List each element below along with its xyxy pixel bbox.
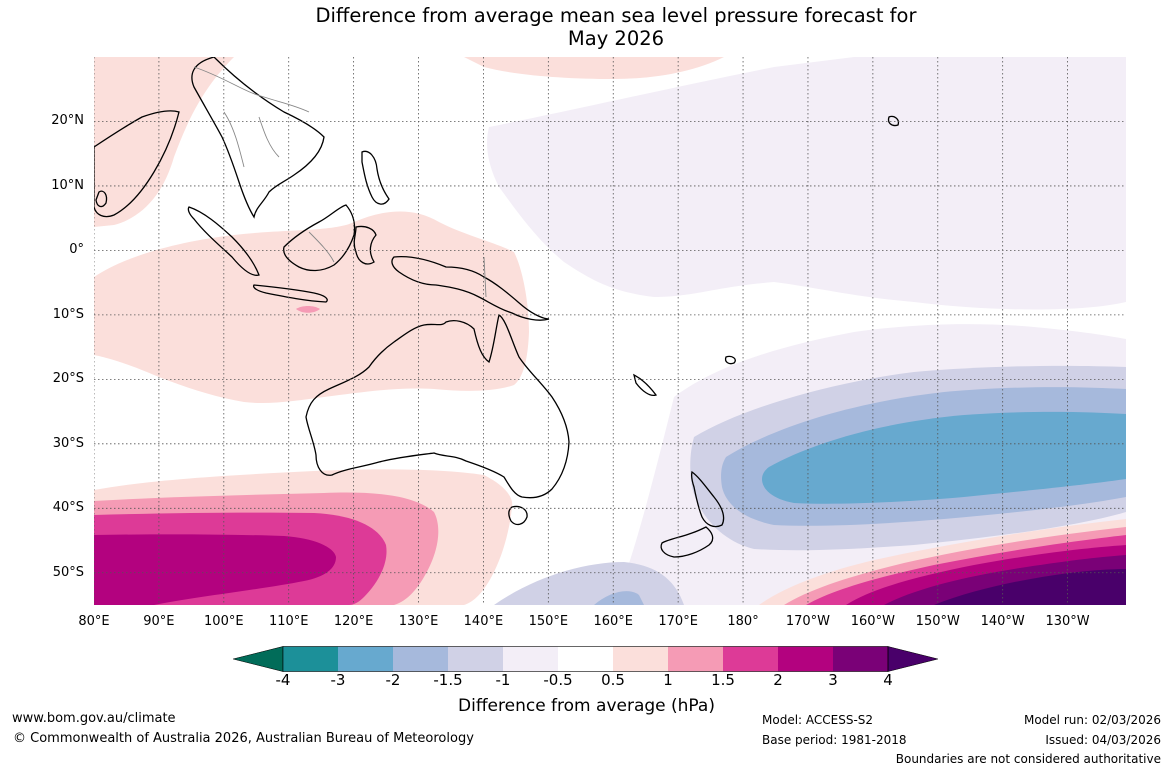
- longitude-label: 160°W: [850, 614, 895, 629]
- longitude-label: 130°E: [398, 614, 439, 629]
- colorbar-extend-low: [233, 646, 284, 672]
- anomaly-region-pos-0.5-south-china-sea: [464, 57, 724, 79]
- country-borders: [193, 66, 487, 298]
- longitude-label: 150°E: [528, 614, 569, 629]
- colorbar-segment: [558, 646, 613, 672]
- colorbar-segment: [723, 646, 778, 672]
- colorbar-tick-label: -2: [385, 671, 401, 689]
- longitude-label: 170°W: [785, 614, 831, 629]
- latitude-label: 30°S: [52, 435, 84, 451]
- anomaly-region-pos-0.5-bay-of-bengal: [94, 57, 234, 227]
- latitude-label: 0°: [69, 242, 84, 258]
- java-coastline: [252, 284, 328, 303]
- longitude-label: 120°E: [333, 614, 374, 629]
- sumatra-coastline: [187, 206, 260, 276]
- longitude-label: 100°E: [204, 614, 244, 629]
- colorbar-tick-label: 1: [663, 671, 673, 689]
- footer-issued: Issued: 04/03/2026: [1045, 733, 1161, 747]
- colorbar-segment: [338, 646, 393, 672]
- chart-title: Difference from average mean sea level p…: [0, 4, 1173, 50]
- philippines-coastline: [361, 150, 390, 205]
- longitude-label: 140°E: [463, 614, 504, 629]
- colorbar-segment: [448, 646, 503, 672]
- colorbar-label: Difference from average (hPa): [458, 696, 715, 716]
- pressure-anomaly-map: [94, 57, 1126, 605]
- latitude-label: 40°S: [52, 500, 84, 516]
- longitude-label: 150°W: [915, 614, 960, 629]
- footer-base-period: Base period: 1981-2018: [762, 733, 907, 747]
- sulawesi-coastline: [353, 225, 377, 265]
- longitude-label: 170°E: [658, 614, 698, 629]
- hawaii-coastline: [887, 115, 900, 127]
- latitude-label: 10°N: [51, 177, 84, 193]
- colorbar-segment: [778, 646, 833, 672]
- indochina-coastline: [191, 57, 325, 219]
- new-guinea-coastline: [391, 256, 550, 321]
- chart-title-line2: May 2026: [567, 27, 665, 50]
- new-caledonia-coastline: [633, 373, 658, 397]
- anomaly-region-neg-0.5-north-pacific: [487, 57, 1126, 310]
- colorbar-segment: [833, 646, 888, 672]
- colorbar-tick-label: -4: [275, 671, 291, 689]
- anomaly-region-pos-4.0-se-pacific: [934, 569, 1126, 605]
- colorbar-tick-label: -1.5: [433, 671, 463, 689]
- colorbar-tick-label: -0.5: [543, 671, 573, 689]
- sri-lanka-coastline: [95, 190, 108, 208]
- longitude-label: 160°E: [593, 614, 633, 629]
- colorbar-segment: [393, 646, 448, 672]
- footer-model: Model: ACCESS-S2: [762, 713, 874, 727]
- footer-model-run: Model run: 02/03/2026: [1023, 713, 1161, 727]
- longitude-label: 180°: [727, 614, 759, 629]
- colorbar-segment: [613, 646, 668, 672]
- longitude-label: 130°W: [1045, 614, 1090, 629]
- anomaly-region-pos-2.0: [94, 534, 336, 605]
- new-zealand-south-coastline: [660, 526, 714, 558]
- colorbar-segment: [668, 646, 723, 672]
- coastlines: [94, 57, 900, 558]
- colorbar: [233, 646, 938, 672]
- australia-coastline: [305, 314, 570, 499]
- colorbar-tick-label: 1.5: [711, 671, 735, 689]
- india-coastline: [94, 110, 180, 218]
- colorbar-tick-label: 2: [773, 671, 783, 689]
- footer-copyright: © Commonwealth of Australia 2026, Austra…: [13, 731, 474, 746]
- latitude-label: 10°S: [52, 306, 84, 322]
- longitude-label: 110°E: [268, 614, 309, 629]
- colorbar-segment: [283, 646, 338, 672]
- longitude-label: 80°E: [78, 614, 110, 629]
- colorbar-tick-label: -1: [495, 671, 511, 689]
- latitude-label: 50°S: [52, 564, 84, 580]
- borneo-coastline: [283, 204, 356, 272]
- longitude-label: 90°E: [143, 614, 175, 629]
- fiji-coastline: [724, 355, 736, 365]
- longitude-label: 140°W: [980, 614, 1025, 629]
- latitude-label: 20°S: [52, 371, 84, 387]
- footer-disclaimer: Boundaries are not considered authoritat…: [895, 752, 1161, 766]
- colorbar-tick-label: 3: [828, 671, 838, 689]
- new-zealand-north-coastline: [690, 470, 725, 528]
- anomaly-region-neg-1.5-south: [594, 591, 644, 605]
- chart-title-line1: Difference from average mean sea level p…: [315, 4, 917, 27]
- colorbar-segment: [503, 646, 558, 672]
- colorbar-tick-label: 0.5: [601, 671, 625, 689]
- footer-url[interactable]: www.bom.gov.au/climate: [12, 711, 176, 726]
- colorbar-tick-label: -3: [330, 671, 346, 689]
- anomaly-region-neg-2.0: [762, 411, 1126, 504]
- latitude-label: 20°N: [51, 113, 84, 129]
- anomaly-region-pos-1.0-timor: [296, 306, 320, 313]
- colorbar-tick-label: 4: [883, 671, 893, 689]
- colorbar-extend-high: [887, 646, 938, 672]
- colorbar-frame: [282, 646, 889, 672]
- gridlines: [94, 57, 1126, 605]
